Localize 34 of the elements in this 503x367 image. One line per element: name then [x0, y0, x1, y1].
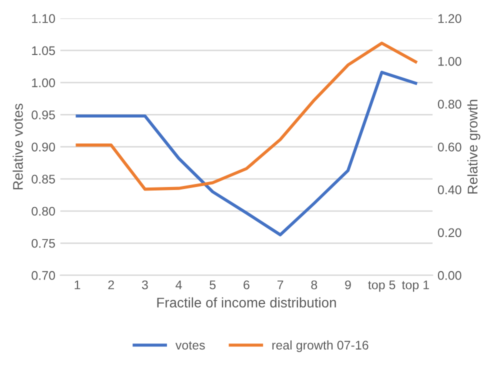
y2-tick-label: 0.80: [438, 100, 462, 109]
y-tick-label: 0.85: [32, 174, 55, 184]
y-tick-label: 0.70: [32, 271, 56, 280]
y-axis-title: Relative votes: [12, 104, 23, 190]
x-tick-label: 5: [210, 280, 216, 290]
x-tick-label: 7: [277, 280, 284, 290]
x-tick-label: 2: [108, 280, 114, 290]
line-series: [76, 42, 418, 191]
y2-tick-label: 0.60: [438, 142, 462, 152]
y2-tick-label: 0.40: [438, 185, 462, 194]
line-series: [76, 70, 418, 236]
x-tick-label: top 1: [402, 280, 429, 292]
y-tick-label: 1.05: [32, 46, 55, 56]
x-tick-label: top 5: [368, 280, 396, 292]
x-tick-label: 1: [74, 280, 80, 290]
y-tick-label: 1.10: [32, 14, 56, 23]
y-tick-label: 0.75: [32, 238, 55, 248]
y2-tick-label: 0.20: [438, 228, 462, 238]
x-tick-label: 6: [244, 280, 250, 290]
y-tick-label: 0.95: [32, 110, 55, 120]
legend-label: real growth 07-16: [272, 340, 368, 352]
x-tick-label: 3: [142, 280, 148, 290]
y2-tick-label: 0.00: [438, 271, 462, 280]
y2-axis-title: Relative growth: [467, 100, 480, 194]
legend-label: votes: [175, 341, 205, 350]
x-axis-title: Fractile of income distribution: [157, 297, 336, 308]
x-tick-label: 8: [311, 280, 318, 290]
y-tick-label: 0.90: [32, 142, 56, 152]
y-tick-label: 1.00: [32, 78, 56, 88]
x-tick-label: 4: [176, 280, 182, 290]
y2-tick-label: 1.00: [438, 56, 462, 66]
y2-tick-label: 1.20: [438, 14, 462, 23]
x-tick-label: 9: [345, 280, 351, 290]
y-tick-label: 0.80: [32, 206, 56, 216]
